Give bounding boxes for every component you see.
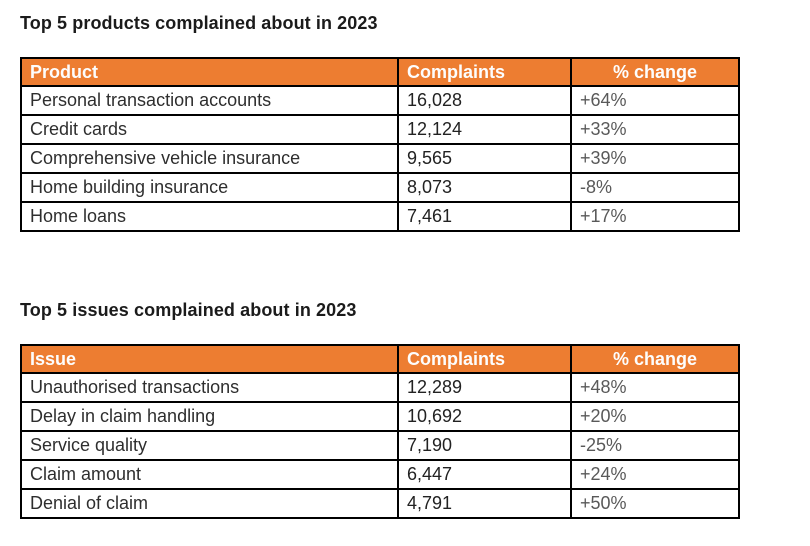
products-section-title: Top 5 products complained about in 2023 — [20, 13, 378, 33]
pct-change-cell: -8% — [570, 172, 740, 203]
product-cell: Comprehensive vehicle insurance — [20, 143, 399, 174]
table-row: Denial of claim 4,791 +50% — [20, 488, 740, 519]
complaints-cell: 4,791 — [397, 488, 572, 519]
product-cell: Credit cards — [20, 114, 399, 145]
complaints-cell: 16,028 — [397, 85, 572, 116]
issue-cell: Unauthorised transactions — [20, 372, 399, 403]
table-row: Credit cards 12,124 +33% — [20, 114, 740, 145]
column-header-product: Product — [20, 57, 399, 87]
issue-cell: Delay in claim handling — [20, 401, 399, 432]
column-header-pct-change: % change — [570, 344, 740, 374]
issues-section-title: Top 5 issues complained about in 2023 — [20, 300, 357, 320]
issues-table: Issue Complaints % change Unauthorised t… — [20, 344, 740, 519]
complaints-cell: 10,692 — [397, 401, 572, 432]
pct-change-cell: +20% — [570, 401, 740, 432]
table-row: Claim amount 6,447 +24% — [20, 459, 740, 490]
complaints-cell: 9,565 — [397, 143, 572, 174]
pct-change-cell: +17% — [570, 201, 740, 232]
column-header-issue: Issue — [20, 344, 399, 374]
table-row: Home building insurance 8,073 -8% — [20, 172, 740, 203]
pct-change-cell: +64% — [570, 85, 740, 116]
complaints-cell: 7,190 — [397, 430, 572, 461]
pct-change-cell: +50% — [570, 488, 740, 519]
table-row: Home loans 7,461 +17% — [20, 201, 740, 232]
complaints-cell: 7,461 — [397, 201, 572, 232]
product-cell: Home building insurance — [20, 172, 399, 203]
issue-cell: Denial of claim — [20, 488, 399, 519]
table-row: Delay in claim handling 10,692 +20% — [20, 401, 740, 432]
table-row: Unauthorised transactions 12,289 +48% — [20, 372, 740, 403]
table-row: Service quality 7,190 -25% — [20, 430, 740, 461]
complaints-cell: 12,289 — [397, 372, 572, 403]
product-cell: Personal transaction accounts — [20, 85, 399, 116]
column-header-complaints: Complaints — [397, 57, 572, 87]
pct-change-cell: +33% — [570, 114, 740, 145]
issue-cell: Service quality — [20, 430, 399, 461]
complaints-cell: 6,447 — [397, 459, 572, 490]
pct-change-cell: -25% — [570, 430, 740, 461]
complaints-cell: 8,073 — [397, 172, 572, 203]
products-header-row: Product Complaints % change — [20, 57, 740, 87]
table-row: Personal transaction accounts 16,028 +64… — [20, 85, 740, 116]
product-cell: Home loans — [20, 201, 399, 232]
complaints-cell: 12,124 — [397, 114, 572, 145]
pct-change-cell: +48% — [570, 372, 740, 403]
pct-change-cell: +39% — [570, 143, 740, 174]
pct-change-cell: +24% — [570, 459, 740, 490]
products-table: Product Complaints % change Personal tra… — [20, 57, 740, 232]
column-header-complaints: Complaints — [397, 344, 572, 374]
column-header-pct-change: % change — [570, 57, 740, 87]
issue-cell: Claim amount — [20, 459, 399, 490]
issues-header-row: Issue Complaints % change — [20, 344, 740, 374]
table-row: Comprehensive vehicle insurance 9,565 +3… — [20, 143, 740, 174]
